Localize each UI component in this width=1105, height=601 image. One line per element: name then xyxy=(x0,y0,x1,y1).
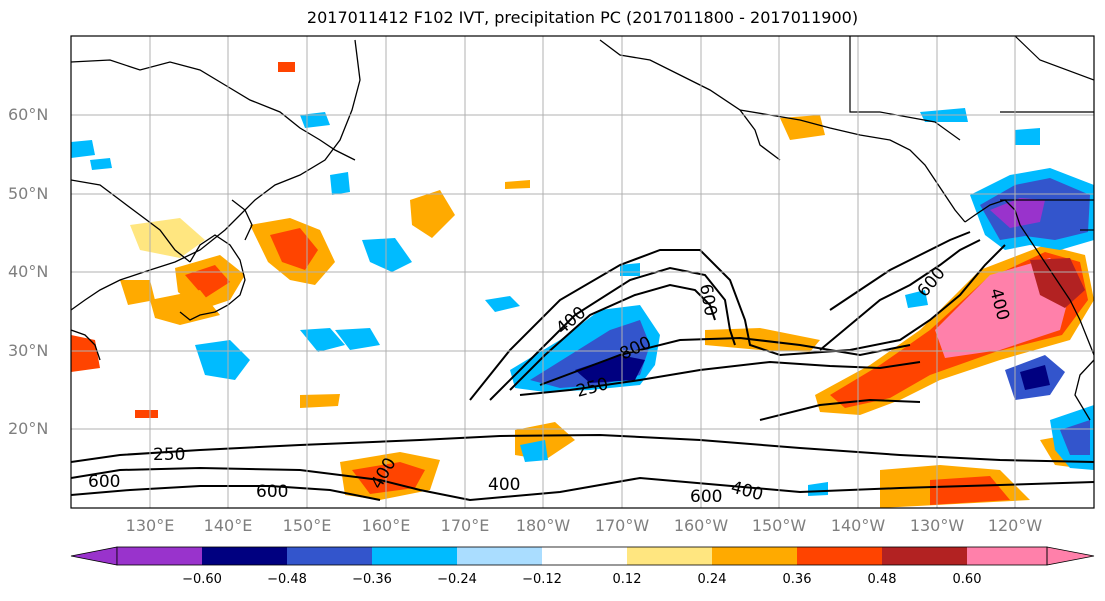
colorbar-tick: −0.24 xyxy=(437,572,477,587)
ivt-contours xyxy=(71,231,1094,502)
colorbar-swatch xyxy=(542,547,627,565)
colorbar-tick: 0.12 xyxy=(612,572,642,587)
lon-label: 180°W xyxy=(515,516,571,535)
lat-label: 50°N xyxy=(8,184,49,203)
colorbar xyxy=(70,546,1095,566)
lon-label: 140°W xyxy=(830,516,886,535)
colorbar-swatch xyxy=(202,547,287,565)
colorbar-swatch xyxy=(797,547,882,565)
colorbar-tick: 0.48 xyxy=(867,572,897,587)
contour-label: 600 xyxy=(256,482,288,502)
colorbar-swatch xyxy=(372,547,457,565)
gridlines xyxy=(71,36,1094,508)
colorbar-swatch xyxy=(627,547,712,565)
lat-label: 30°N xyxy=(8,341,49,360)
colorbar-swatch xyxy=(457,547,542,565)
colorbar-extend-high xyxy=(1046,546,1095,566)
precip-positive-patches xyxy=(71,62,1094,508)
lon-label: 150°W xyxy=(751,516,807,535)
lon-label: 140°E xyxy=(203,516,253,535)
contour-label: 600 xyxy=(690,487,722,507)
colorbar-tick: −0.36 xyxy=(352,572,392,587)
colorbar-swatch xyxy=(287,547,372,565)
contour-label: 250 xyxy=(153,445,185,465)
colorbar-tick: 0.24 xyxy=(697,572,727,587)
colorbar-tick: 0.60 xyxy=(952,572,982,587)
map-plot-area: 400 600 800 250 600 400 250 600 400 600 … xyxy=(71,36,1094,508)
colorbar-swatch xyxy=(967,547,1047,565)
colorbar-tick: −0.48 xyxy=(267,572,307,587)
colorbar-tick: 0.36 xyxy=(782,572,812,587)
lon-label: 120°W xyxy=(987,516,1043,535)
contour-label: 400 xyxy=(488,475,520,495)
lon-label: 160°E xyxy=(361,516,411,535)
colorbar-extend-low xyxy=(70,546,118,566)
lon-label: 160°W xyxy=(673,516,729,535)
colorbar-tick: −0.60 xyxy=(182,572,222,587)
lon-label: 130°E xyxy=(125,516,175,535)
lat-label: 60°N xyxy=(8,105,49,124)
colorbar-tick: −0.12 xyxy=(522,572,562,587)
colorbar-swatch xyxy=(712,547,797,565)
colorbar-swatch xyxy=(882,547,967,565)
lon-label: 130°W xyxy=(909,516,965,535)
contour-label: 600 xyxy=(88,472,120,492)
lon-label: 170°E xyxy=(440,516,490,535)
borders xyxy=(849,36,1094,231)
colorbar-frame xyxy=(116,546,1048,566)
map-title: 2017011412 F102 IVT, precipitation PC (2… xyxy=(306,8,859,27)
lat-label: 20°N xyxy=(8,419,49,438)
lon-label: 170°W xyxy=(594,516,650,535)
coastlines xyxy=(71,39,1094,421)
precip-negative-patches xyxy=(71,108,1094,496)
colorbar-swatch xyxy=(117,547,202,565)
plot-frame xyxy=(70,35,1095,509)
lat-label: 40°N xyxy=(8,262,49,281)
lon-label: 150°E xyxy=(282,516,332,535)
